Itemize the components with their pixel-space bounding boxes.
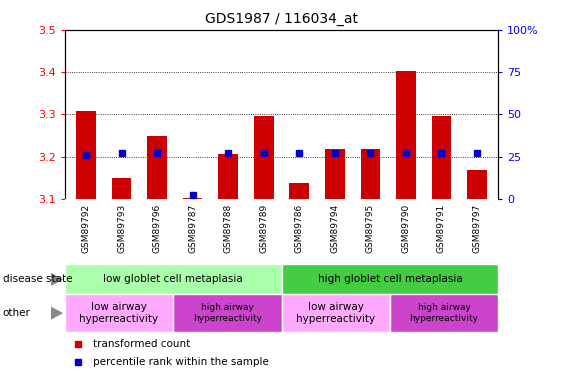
Text: GSM89787: GSM89787	[188, 204, 197, 253]
Bar	[396, 71, 415, 199]
Text: transformed count: transformed count	[93, 339, 190, 349]
Text: low globlet cell metaplasia: low globlet cell metaplasia	[103, 274, 243, 284]
Text: GSM89796: GSM89796	[153, 204, 162, 253]
Bar	[432, 117, 451, 199]
Text: GSM89792: GSM89792	[82, 204, 91, 253]
Text: GSM89790: GSM89790	[401, 204, 410, 253]
Bar	[65, 294, 173, 332]
Text: GSM89793: GSM89793	[117, 204, 126, 253]
Text: GSM89791: GSM89791	[437, 204, 446, 253]
Bar	[282, 264, 498, 294]
Text: high globlet cell metaplasia: high globlet cell metaplasia	[318, 274, 462, 284]
Text: high airway
hyperreactivity: high airway hyperreactivity	[193, 303, 262, 323]
Bar	[289, 183, 309, 199]
Bar	[254, 117, 274, 199]
Text: high airway
hyperreactivity: high airway hyperreactivity	[409, 303, 479, 323]
Text: GSM89786: GSM89786	[295, 204, 304, 253]
Bar	[390, 294, 498, 332]
Text: GSM89795: GSM89795	[366, 204, 375, 253]
Polygon shape	[51, 306, 63, 320]
Bar	[112, 178, 131, 199]
Text: percentile rank within the sample: percentile rank within the sample	[93, 357, 269, 367]
Text: GSM89789: GSM89789	[259, 204, 268, 253]
Text: disease state: disease state	[3, 274, 72, 284]
Text: other: other	[3, 308, 31, 318]
Text: GSM89788: GSM89788	[224, 204, 233, 253]
Bar	[77, 111, 96, 199]
Bar	[65, 264, 282, 294]
Bar	[325, 149, 345, 199]
Bar	[282, 294, 390, 332]
Bar	[148, 136, 167, 199]
Bar	[218, 154, 238, 199]
Bar	[183, 198, 203, 199]
Text: GSM89797: GSM89797	[472, 204, 481, 253]
Title: GDS1987 / 116034_at: GDS1987 / 116034_at	[205, 12, 358, 26]
Bar	[173, 294, 282, 332]
Text: GSM89794: GSM89794	[330, 204, 339, 253]
Bar	[360, 149, 380, 199]
Text: low airway
hyperreactivity: low airway hyperreactivity	[296, 302, 376, 324]
Text: low airway
hyperreactivity: low airway hyperreactivity	[79, 302, 159, 324]
Bar	[467, 170, 486, 199]
Polygon shape	[51, 273, 63, 286]
